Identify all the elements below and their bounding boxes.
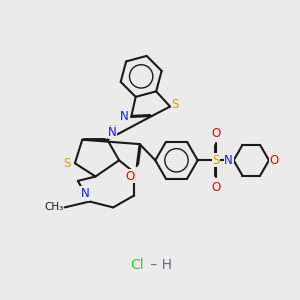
Text: N: N: [81, 187, 90, 200]
Text: N: N: [108, 126, 117, 139]
Text: S: S: [172, 98, 179, 111]
Text: Cl: Cl: [130, 258, 144, 272]
Text: O: O: [211, 181, 220, 194]
Text: O: O: [211, 127, 220, 140]
Text: CH₃: CH₃: [44, 202, 63, 212]
Text: H: H: [109, 125, 116, 135]
Text: N: N: [120, 110, 129, 123]
Text: O: O: [125, 170, 134, 183]
Text: N: N: [224, 154, 233, 167]
Text: – H: – H: [146, 258, 172, 272]
Text: S: S: [212, 154, 220, 167]
Text: S: S: [63, 157, 70, 170]
Text: O: O: [269, 154, 279, 167]
